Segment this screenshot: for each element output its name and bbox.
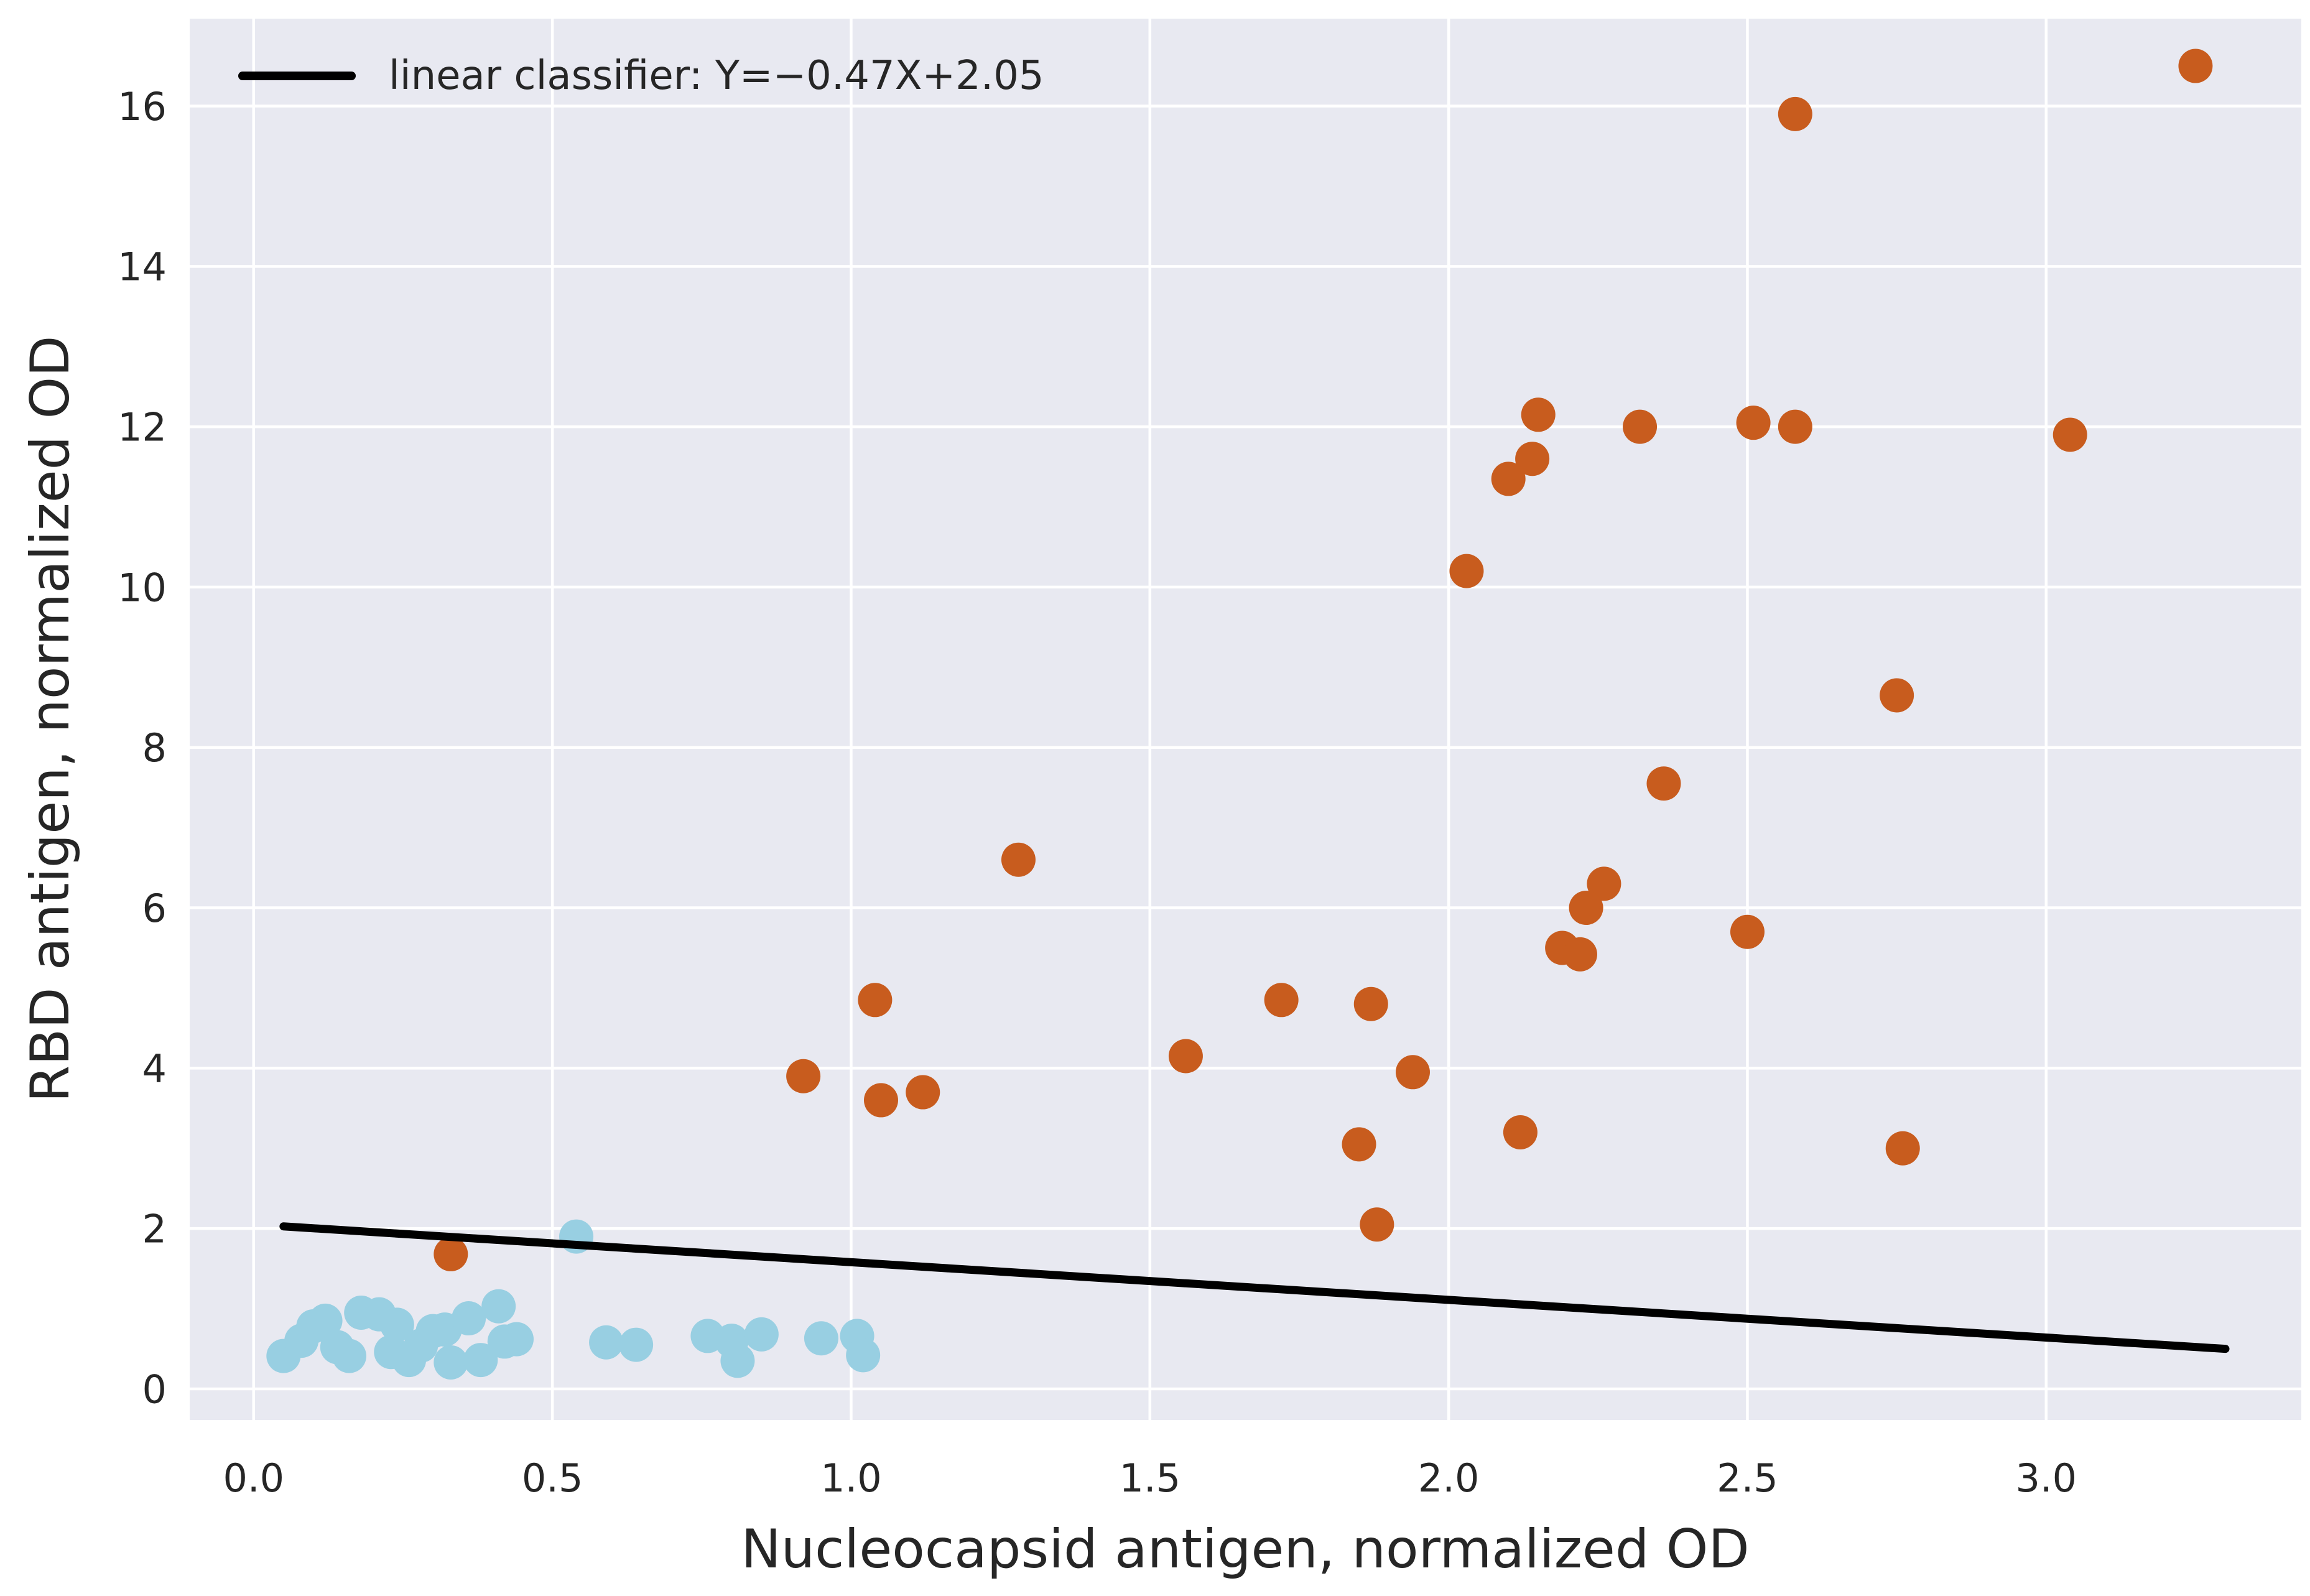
data-point-seropositive	[1646, 766, 1681, 801]
x-tick-label-1.5: 1.5	[1119, 1455, 1181, 1501]
data-point-seropositive	[863, 1083, 898, 1118]
y-tick-label-12: 12	[118, 404, 167, 450]
x-tick-labels: 0.0 0.5 1.0 1.5 2.0 2.5 3.0	[223, 1455, 2077, 1501]
y-tick-label-10: 10	[118, 565, 167, 610]
data-point-seropositive	[1730, 914, 1765, 949]
data-point-seropositive	[1880, 678, 1914, 713]
data-point-seropositive	[1001, 842, 1036, 877]
data-point-seronegative	[846, 1338, 881, 1373]
data-points	[266, 49, 2213, 1380]
data-point-seropositive	[858, 983, 893, 1018]
data-point-seropositive	[1353, 986, 1388, 1021]
data-point-seronegative	[619, 1327, 654, 1362]
x-tick-label-0.0: 0.0	[223, 1455, 284, 1501]
data-point-seronegative	[434, 1345, 468, 1380]
x-tick-label-3.0: 3.0	[2015, 1455, 2077, 1501]
data-point-seronegative	[481, 1289, 516, 1324]
data-point-seropositive	[1521, 397, 1556, 432]
legend: linear classifier: Y=−0.47X+2.05	[238, 53, 1044, 99]
y-axis-label: RBD antigen, normalized OD	[19, 336, 81, 1103]
data-point-seropositive	[906, 1075, 940, 1110]
data-point-seropositive	[1395, 1055, 1430, 1090]
data-point-seropositive	[1264, 983, 1299, 1018]
data-point-seropositive	[1360, 1207, 1394, 1242]
data-point-seropositive	[1778, 96, 1812, 131]
y-tick-label-8: 8	[142, 725, 167, 771]
data-point-seronegative	[463, 1343, 498, 1378]
data-point-seronegative	[308, 1303, 343, 1338]
data-point-seropositive	[786, 1059, 821, 1093]
data-point-seropositive	[1569, 891, 1603, 926]
y-tick-label-0: 0	[142, 1366, 167, 1412]
data-point-seropositive	[1623, 409, 1658, 444]
y-tick-label-16: 16	[118, 84, 167, 129]
data-point-seronegative	[720, 1343, 755, 1378]
data-point-seropositive	[1342, 1127, 1376, 1162]
legend-label: linear classifier: Y=−0.47X+2.05	[389, 53, 1044, 99]
x-tick-label-2.5: 2.5	[1717, 1455, 1778, 1501]
data-point-seropositive	[434, 1236, 468, 1271]
data-point-seropositive	[1449, 554, 1484, 588]
data-point-seropositive	[1503, 1115, 1538, 1149]
data-point-seronegative	[332, 1339, 366, 1373]
y-tick-label-14: 14	[118, 244, 167, 290]
plot-area	[190, 19, 2301, 1420]
x-axis-label: Nucleocapsid antigen, normalized OD	[741, 1518, 1749, 1580]
x-tick-label-2.0: 2.0	[1418, 1455, 1480, 1501]
data-point-seropositive	[1587, 866, 1621, 901]
data-point-seropositive	[1778, 409, 1812, 444]
data-point-seronegative	[744, 1317, 779, 1352]
data-point-seropositive	[1168, 1039, 1203, 1074]
data-point-seropositive	[1562, 937, 1597, 972]
data-point-seropositive	[1491, 462, 1526, 496]
data-point-seropositive	[1736, 406, 1771, 440]
gridlines	[190, 19, 2301, 1420]
data-point-seronegative	[804, 1321, 838, 1356]
classifier-line-layer	[279, 1222, 2230, 1353]
data-point-seronegative	[452, 1301, 486, 1336]
y-tick-label-4: 4	[142, 1046, 167, 1092]
data-point-seropositive	[1885, 1131, 1920, 1166]
y-tick-label-2: 2	[142, 1206, 167, 1251]
data-point-seropositive	[2178, 49, 2213, 83]
data-point-seronegative	[589, 1325, 624, 1360]
data-point-seropositive	[2053, 417, 2087, 452]
x-tick-label-0.5: 0.5	[522, 1455, 583, 1501]
y-tick-label-6: 6	[142, 886, 167, 931]
data-point-seronegative	[499, 1322, 534, 1357]
y-tick-labels: 0 2 4 6 8 10 12 14 16	[118, 84, 167, 1412]
x-tick-label-1.0: 1.0	[820, 1455, 882, 1501]
classifier-line	[279, 1222, 2230, 1353]
data-point-seronegative	[379, 1307, 414, 1342]
data-point-seropositive	[1515, 442, 1550, 476]
